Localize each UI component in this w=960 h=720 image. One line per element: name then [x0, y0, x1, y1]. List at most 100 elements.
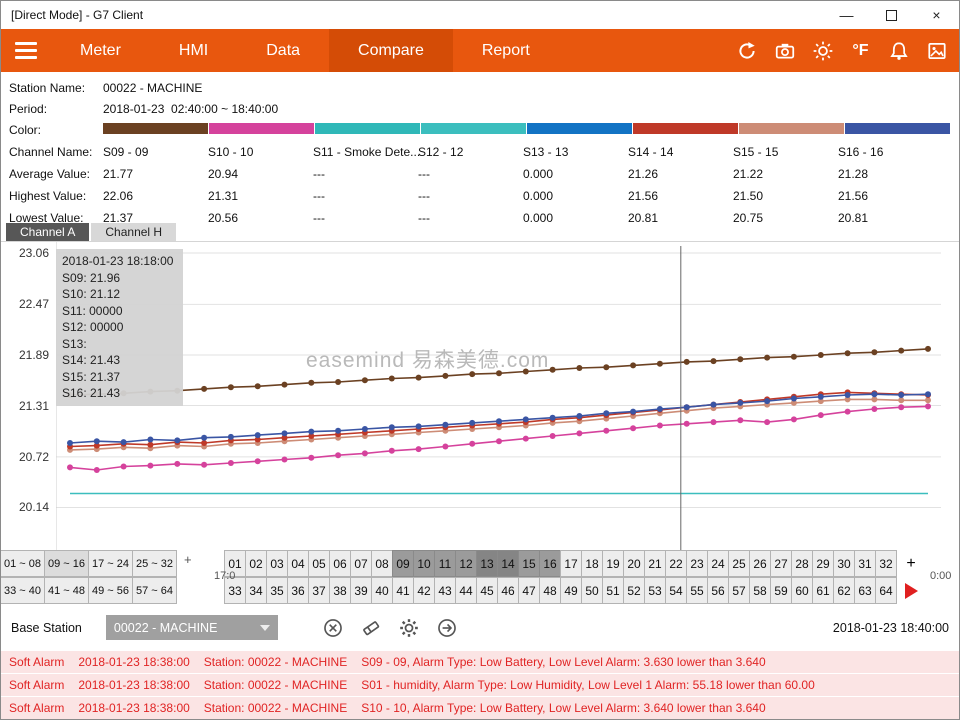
channel-number-button[interactable]: 45: [476, 577, 498, 604]
channel-number-button[interactable]: 55: [686, 577, 708, 604]
channel-number-button[interactable]: 38: [329, 577, 351, 604]
channel-number-button[interactable]: 52: [623, 577, 645, 604]
channel-number-button[interactable]: 12: [455, 550, 477, 577]
channel-number-button[interactable]: 64: [875, 577, 897, 604]
clear-circle-x-icon[interactable]: [322, 617, 344, 639]
nav-item-report[interactable]: Report: [453, 29, 559, 72]
go-circle-arrow-icon[interactable]: [436, 617, 458, 639]
channel-group-button[interactable]: 09 ~ 16: [44, 550, 89, 577]
channel-number-button[interactable]: 32: [875, 550, 897, 577]
tab-channel-a[interactable]: Channel A: [6, 223, 89, 241]
channel-number-button[interactable]: 23: [686, 550, 708, 577]
minimize-button[interactable]: —: [824, 1, 869, 29]
channel-number-button[interactable]: 14: [497, 550, 519, 577]
name-cell: S11 - Smoke Dete...: [313, 145, 418, 161]
channel-number-button[interactable]: 46: [497, 577, 519, 604]
channel-number-button[interactable]: 18: [581, 550, 603, 577]
hamburger-menu-icon[interactable]: [1, 29, 51, 72]
channel-number-button[interactable]: 02: [245, 550, 267, 577]
channel-group-button[interactable]: 41 ~ 48: [44, 577, 89, 604]
channel-group-button[interactable]: 33 ~ 40: [0, 577, 45, 604]
channel-number-button[interactable]: 13: [476, 550, 498, 577]
channel-number-button[interactable]: 16: [539, 550, 561, 577]
close-button[interactable]: ×: [914, 1, 959, 29]
channel-group-button[interactable]: 25 ~ 32: [132, 550, 177, 577]
maximize-button[interactable]: [869, 1, 914, 29]
channel-number-button[interactable]: 20: [623, 550, 645, 577]
channel-number-button[interactable]: 29: [812, 550, 834, 577]
scroll-right-arrow[interactable]: [905, 583, 918, 599]
channel-number-button[interactable]: 05: [308, 550, 330, 577]
channel-number-button[interactable]: 51: [602, 577, 624, 604]
channel-number-button[interactable]: 37: [308, 577, 330, 604]
nav-item-data[interactable]: Data: [237, 29, 329, 72]
channel-number-button[interactable]: 43: [434, 577, 456, 604]
channel-number-button[interactable]: 36: [287, 577, 309, 604]
channel-number-button[interactable]: 57: [728, 577, 750, 604]
channel-number-button[interactable]: 10: [413, 550, 435, 577]
channel-number-button[interactable]: 31: [854, 550, 876, 577]
channel-number-button[interactable]: 60: [791, 577, 813, 604]
channel-group-button[interactable]: 49 ~ 56: [88, 577, 133, 604]
channel-number-button[interactable]: 19: [602, 550, 624, 577]
channel-number-button[interactable]: 58: [749, 577, 771, 604]
channel-number-button[interactable]: 22: [665, 550, 687, 577]
nav-item-meter[interactable]: Meter: [51, 29, 150, 72]
channel-number-button[interactable]: 61: [812, 577, 834, 604]
channel-number-button[interactable]: 08: [371, 550, 393, 577]
channel-number-button[interactable]: 09: [392, 550, 414, 577]
camera-icon[interactable]: [770, 36, 799, 65]
plus-right[interactable]: +: [897, 550, 925, 577]
channel-number-button[interactable]: 07: [350, 550, 372, 577]
channel-number-button[interactable]: 06: [329, 550, 351, 577]
channel-number-button[interactable]: 48: [539, 577, 561, 604]
chart-point-S09: [389, 376, 395, 382]
channel-number-button[interactable]: 39: [350, 577, 372, 604]
channel-number-button[interactable]: 34: [245, 577, 267, 604]
fahrenheit-icon[interactable]: °F: [846, 36, 875, 65]
channel-number-button[interactable]: 63: [854, 577, 876, 604]
channel-number-button[interactable]: 28: [791, 550, 813, 577]
channel-group-button[interactable]: 17 ~ 24: [88, 550, 133, 577]
channel-group-button[interactable]: 01 ~ 08: [0, 550, 45, 577]
channel-number-button[interactable]: 24: [707, 550, 729, 577]
channel-number-button[interactable]: 54: [665, 577, 687, 604]
window-title: [Direct Mode] - G7 Client: [1, 8, 824, 22]
channel-number-button[interactable]: 35: [266, 577, 288, 604]
channel-number-button[interactable]: 62: [833, 577, 855, 604]
brightness-icon[interactable]: [808, 36, 837, 65]
channel-number-button[interactable]: 30: [833, 550, 855, 577]
channel-number-button[interactable]: 41: [392, 577, 414, 604]
eraser-icon[interactable]: [360, 617, 382, 639]
chart-point-S16: [121, 439, 127, 445]
channel-number-button[interactable]: 40: [371, 577, 393, 604]
snapshot-image-icon[interactable]: [922, 36, 951, 65]
nav-item-hmi[interactable]: HMI: [150, 29, 237, 72]
sync-icon[interactable]: [732, 36, 761, 65]
channel-number-button[interactable]: 04: [287, 550, 309, 577]
channel-number-button[interactable]: 25: [728, 550, 750, 577]
trend-chart[interactable]: 23.0622.4721.8921.3120.7220.1419.56 ease…: [1, 241, 960, 551]
channel-number-button[interactable]: 27: [770, 550, 792, 577]
channel-number-button[interactable]: 17: [560, 550, 582, 577]
channel-number-button[interactable]: 42: [413, 577, 435, 604]
channel-number-button[interactable]: 44: [455, 577, 477, 604]
gear-icon[interactable]: [398, 617, 420, 639]
channel-number-button[interactable]: 11: [434, 550, 456, 577]
channel-number-button[interactable]: 50: [581, 577, 603, 604]
channel-number-button[interactable]: 59: [770, 577, 792, 604]
channel-number-button[interactable]: 47: [518, 577, 540, 604]
tab-channel-h[interactable]: Channel H: [91, 223, 176, 241]
base-station-dropdown[interactable]: 00022 - MACHINE: [106, 615, 278, 640]
channel-number-button[interactable]: 15: [518, 550, 540, 577]
alarm-bell-icon[interactable]: [884, 36, 913, 65]
channel-number-button[interactable]: 56: [707, 577, 729, 604]
channel-number-button[interactable]: 49: [560, 577, 582, 604]
channel-group-button[interactable]: 57 ~ 64: [132, 577, 177, 604]
plus-left[interactable]: +: [184, 552, 192, 567]
channel-number-button[interactable]: 03: [266, 550, 288, 577]
channel-number-button[interactable]: 21: [644, 550, 666, 577]
channel-number-button[interactable]: 53: [644, 577, 666, 604]
channel-number-button[interactable]: 26: [749, 550, 771, 577]
nav-item-compare[interactable]: Compare: [329, 29, 453, 72]
